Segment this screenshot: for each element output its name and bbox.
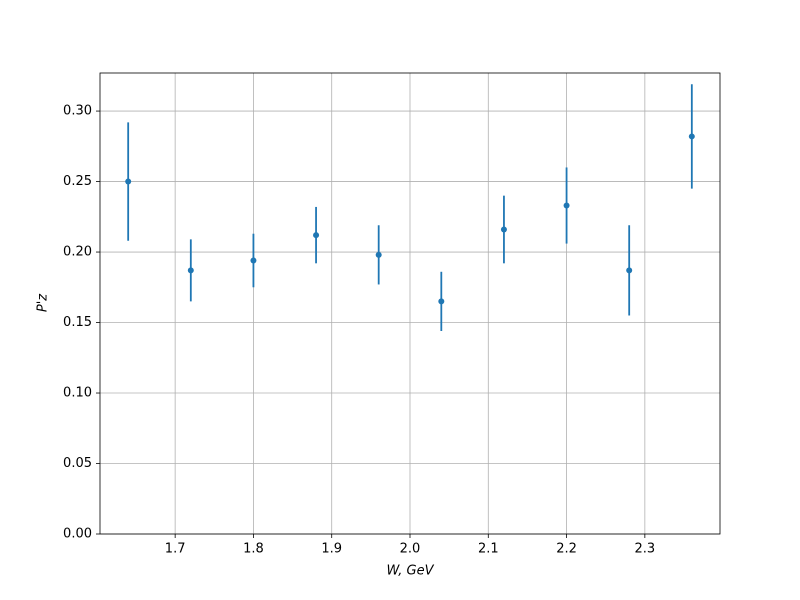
data-point [626,267,633,274]
data-point [375,251,382,258]
plot-frame [99,72,721,535]
y-tick-label: 0.05 [63,456,92,471]
data-point [500,226,507,233]
data-point [187,267,194,274]
y-tick-label: 0.30 [63,104,92,119]
x-tick-label: 2.2 [556,542,577,557]
x-tick-label: 1.7 [165,542,186,557]
y-tick-label: 0.00 [63,527,92,542]
y-tick-label: 0.20 [63,245,92,260]
x-tick-label: 2.3 [635,542,656,557]
x-tick-label: 2.0 [400,542,421,557]
y-tick-label: 0.25 [63,174,92,189]
y-tick-label: 0.10 [63,386,92,401]
data-point [125,178,132,185]
y-axis-label: P'z [36,293,51,312]
data-point [313,232,320,239]
data-point [563,202,570,209]
data-point [438,298,445,305]
x-axis-label: W, GeV [386,564,434,579]
x-tick-label: 1.9 [321,542,342,557]
y-tick-label: 0.15 [63,315,92,330]
data-point [688,133,695,140]
data-point [250,257,257,264]
x-tick-label: 1.8 [243,542,264,557]
x-tick-label: 2.1 [478,542,499,557]
